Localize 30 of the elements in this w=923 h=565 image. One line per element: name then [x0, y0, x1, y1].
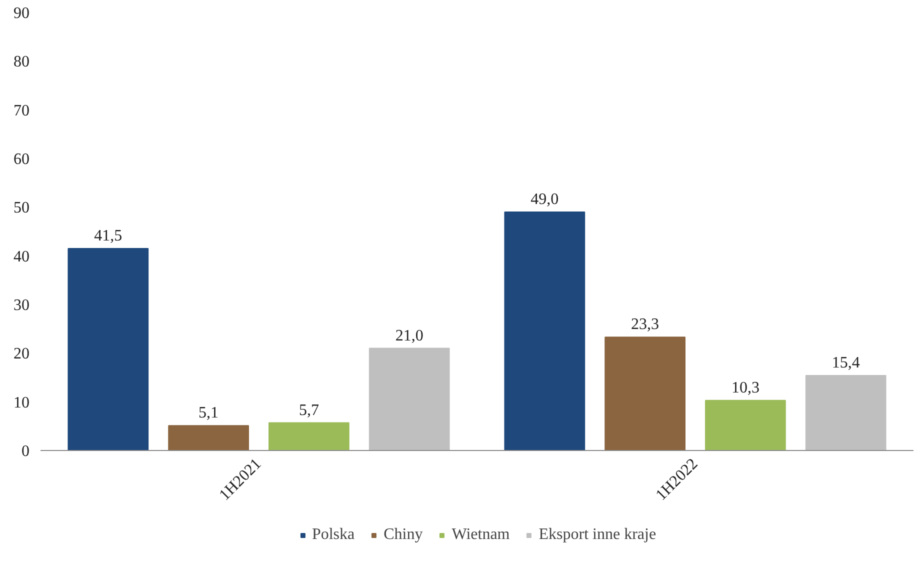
- legend-label: Polska: [312, 526, 355, 544]
- y-tick-label: 50: [14, 200, 30, 217]
- y-tick-label: 60: [14, 151, 30, 168]
- bar: [268, 422, 350, 450]
- legend-label: Wietnam: [452, 526, 510, 544]
- y-tick-label: 20: [14, 346, 30, 363]
- data-label: 49,0: [530, 191, 559, 208]
- data-label: 15,4: [832, 354, 860, 372]
- y-tick-label: 10: [14, 394, 30, 412]
- legend-label: Eksport inne kraje: [538, 526, 656, 544]
- y-tick-label: 40: [14, 248, 30, 266]
- data-label: 23,3: [631, 316, 660, 334]
- data-label: 10,3: [731, 379, 760, 396]
- bar: [68, 248, 149, 450]
- data-label: 5,7: [298, 402, 319, 419]
- data-label: 41,5: [94, 228, 122, 245]
- bar: [168, 425, 249, 450]
- bar: [604, 336, 686, 450]
- bar: [368, 348, 450, 450]
- bar: [705, 400, 786, 450]
- bar: [504, 212, 586, 450]
- legend-label: Chiny: [384, 526, 423, 544]
- data-label: 5,1: [198, 404, 219, 422]
- y-tick-label: 80: [14, 54, 30, 71]
- y-tick-label: 30: [14, 297, 30, 314]
- y-tick-label: 70: [14, 102, 30, 120]
- bar: [805, 375, 886, 450]
- data-label: 21,0: [395, 327, 424, 344]
- y-tick-label: 90: [14, 5, 30, 22]
- y-tick-label: 0: [22, 443, 30, 460]
